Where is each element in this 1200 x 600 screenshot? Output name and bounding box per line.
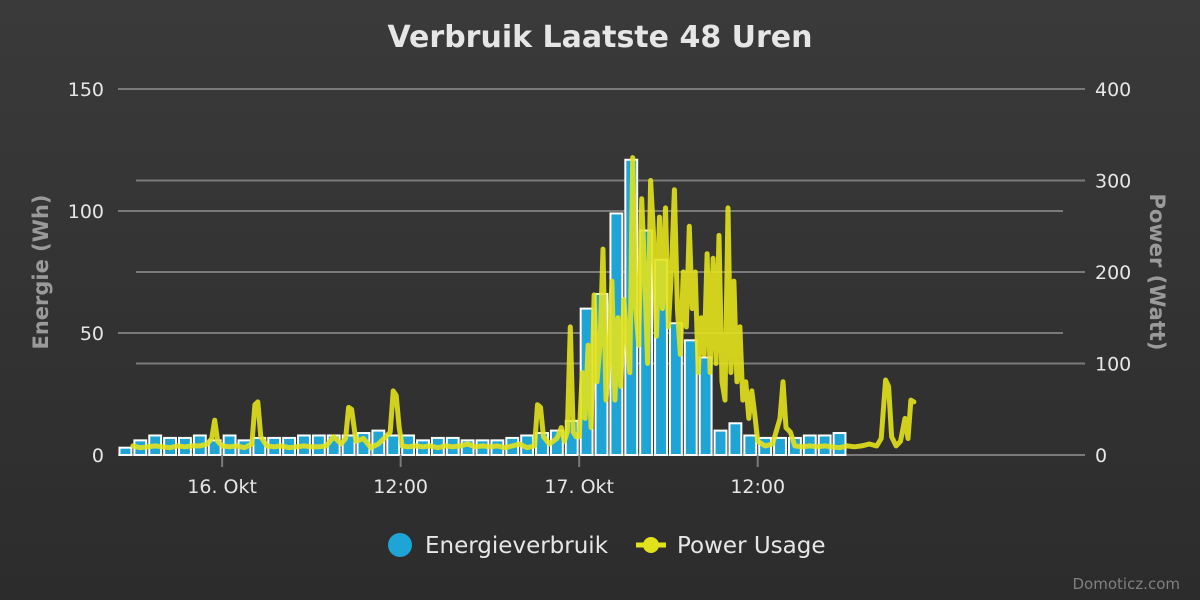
right-axis-tick-labels: 0 100 200 300 400 — [1095, 79, 1131, 467]
left-axis-tick-labels: 0 50 100 150 — [68, 79, 104, 467]
energy-bar[interactable] — [118, 446, 133, 456]
right-tick-label: 0 — [1095, 445, 1107, 467]
energy-bar[interactable] — [713, 429, 728, 457]
legend: Energieverbruik Power Usage — [388, 533, 826, 559]
left-tick-label: 100 — [68, 201, 104, 223]
legend-item-energieverbruik[interactable]: Energieverbruik — [388, 533, 609, 559]
right-tick-label: 200 — [1095, 262, 1131, 284]
left-tick-label: 0 — [92, 445, 104, 467]
x-tick-label: 16. Okt — [187, 476, 257, 498]
energy-bar[interactable] — [698, 356, 713, 456]
legend-power-marker — [643, 537, 659, 553]
x-tick-label: 12:00 — [373, 476, 428, 498]
x-tick-label: 17. Okt — [544, 476, 614, 498]
credit-link[interactable]: Domoticz.com — [1073, 575, 1181, 593]
right-axis-title: Power (Watt) — [1145, 194, 1169, 351]
legend-item-power-usage[interactable]: Power Usage — [636, 533, 826, 559]
energy-bar[interactable] — [728, 422, 743, 456]
left-axis-title: Energie (Wh) — [29, 195, 53, 350]
right-tick-label: 400 — [1095, 79, 1131, 101]
x-tick-label: 12:00 — [730, 476, 785, 498]
energy-bar[interactable] — [386, 434, 401, 457]
energy-bar[interactable] — [773, 436, 787, 457]
legend-energy-marker — [388, 533, 412, 557]
energy-bar[interactable] — [683, 339, 698, 457]
legend-power-label: Power Usage — [677, 533, 826, 559]
chart-title: Verbruik Laatste 48 Uren — [387, 20, 812, 55]
left-tick-label: 150 — [68, 79, 104, 101]
legend-energy-label: Energieverbruik — [425, 533, 609, 559]
right-tick-label: 300 — [1095, 171, 1131, 193]
left-tick-label: 50 — [80, 323, 104, 345]
energy-bar[interactable] — [832, 432, 847, 457]
energy-bar[interactable] — [743, 434, 758, 457]
right-tick-label: 100 — [1095, 354, 1131, 376]
x-axis-tick-labels: 16. Okt 12:00 17. Okt 12:00 — [187, 455, 785, 498]
power-usage-line — [130, 155, 917, 451]
